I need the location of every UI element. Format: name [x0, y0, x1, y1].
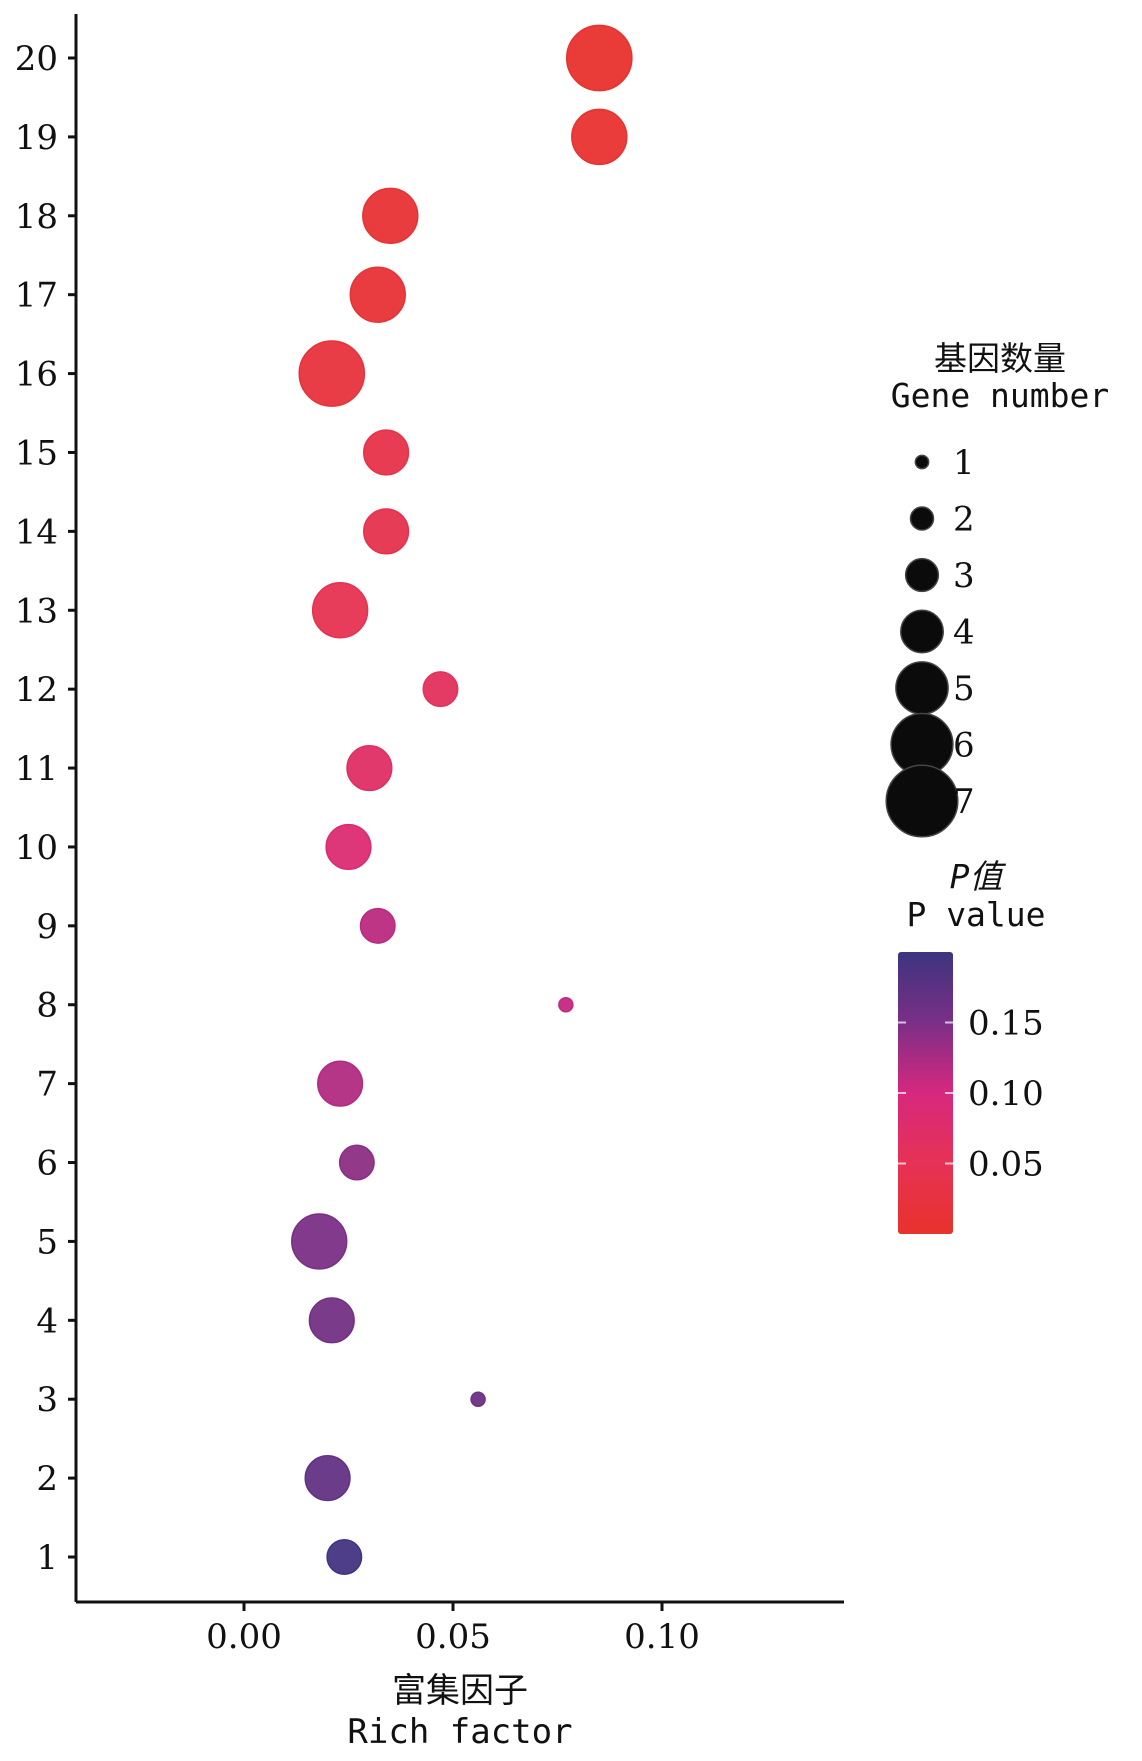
- y-tick-label: 9: [36, 907, 58, 947]
- data-point: [304, 1455, 351, 1502]
- size-legend-label: 4: [953, 613, 975, 653]
- data-point: [338, 1144, 375, 1181]
- x-axis-ticks: 0.00 0.05 0.10: [206, 1602, 700, 1657]
- y-tick-label: 13: [15, 591, 58, 631]
- color-legend-bar: [898, 952, 953, 1234]
- size-legend-title: 基因数量: [934, 339, 1066, 378]
- x-tick-label: 0.00: [206, 1617, 282, 1657]
- color-legend-title-en: P value: [906, 895, 1045, 934]
- size-legend-circle: [909, 506, 935, 531]
- y-tick-label: 1: [36, 1538, 58, 1578]
- color-legend-tick-label: 0.10: [968, 1074, 1044, 1114]
- x-tick-label: 0.10: [624, 1617, 700, 1657]
- color-legend: P值 P value 0.15 0.10 0.05: [898, 857, 1046, 1234]
- y-tick-label: 12: [15, 670, 58, 710]
- y-tick-label: 18: [15, 197, 58, 237]
- y-tick-label: 11: [15, 749, 58, 789]
- y-tick-label: 16: [15, 355, 58, 395]
- y-tick-label: 4: [36, 1301, 58, 1341]
- size-legend-label: 6: [953, 726, 975, 766]
- y-tick-label: 10: [15, 828, 58, 868]
- color-legend-tick-label: 0.05: [968, 1145, 1044, 1185]
- data-point: [363, 429, 410, 476]
- y-tick-label: 15: [15, 433, 58, 473]
- x-axis-title-en: Rich factor: [347, 1712, 572, 1752]
- data-point: [311, 582, 369, 639]
- data-point: [558, 996, 574, 1013]
- size-legend-title-en: Gene number: [891, 376, 1110, 415]
- data-point: [363, 508, 410, 555]
- size-legend-label: 5: [953, 669, 975, 709]
- y-tick-label: 20: [15, 39, 58, 79]
- color-legend-title: P值: [950, 857, 1007, 896]
- size-legend-label: 7: [953, 782, 975, 822]
- size-legend-circle: [914, 454, 930, 470]
- size-legend-label: 3: [953, 556, 975, 596]
- data-point: [470, 1391, 486, 1407]
- data-point: [565, 24, 633, 92]
- data-point: [298, 340, 366, 407]
- data-point: [308, 1297, 355, 1344]
- y-tick-label: 19: [15, 118, 58, 158]
- y-tick-label: 14: [15, 512, 58, 552]
- data-point: [571, 108, 628, 166]
- y-tick-label: 7: [36, 1065, 58, 1105]
- y-tick-label: 3: [36, 1380, 58, 1420]
- data-point: [359, 907, 396, 944]
- size-legend: 基因数量 Gene number 1 2 3 4 5 6 7: [885, 339, 1110, 838]
- y-tick-label: 2: [36, 1459, 58, 1499]
- data-point: [291, 1213, 348, 1270]
- y-tick-label: 17: [15, 276, 58, 316]
- data-point: [346, 744, 393, 792]
- data-point: [362, 187, 419, 244]
- y-tick-label: 8: [36, 986, 58, 1026]
- data-point: [325, 823, 372, 871]
- size-legend-circle: [895, 661, 949, 715]
- data-point: [349, 266, 406, 323]
- data-point: [422, 671, 459, 708]
- y-tick-label: 5: [36, 1222, 58, 1262]
- size-legend-circle: [904, 557, 940, 593]
- y-tick-label: 6: [36, 1144, 58, 1184]
- size-legend-circle: [900, 609, 944, 654]
- data-point: [326, 1539, 363, 1575]
- size-legend-label: 1: [953, 443, 975, 483]
- x-axis-title: 富集因子: [392, 1671, 528, 1711]
- color-legend-tick-label: 0.15: [968, 1004, 1044, 1044]
- data-point: [317, 1060, 364, 1107]
- size-legend-label: 2: [953, 500, 975, 540]
- data-points: [291, 24, 633, 1575]
- size-legend-circle: [885, 764, 959, 838]
- x-tick-label: 0.05: [415, 1617, 491, 1657]
